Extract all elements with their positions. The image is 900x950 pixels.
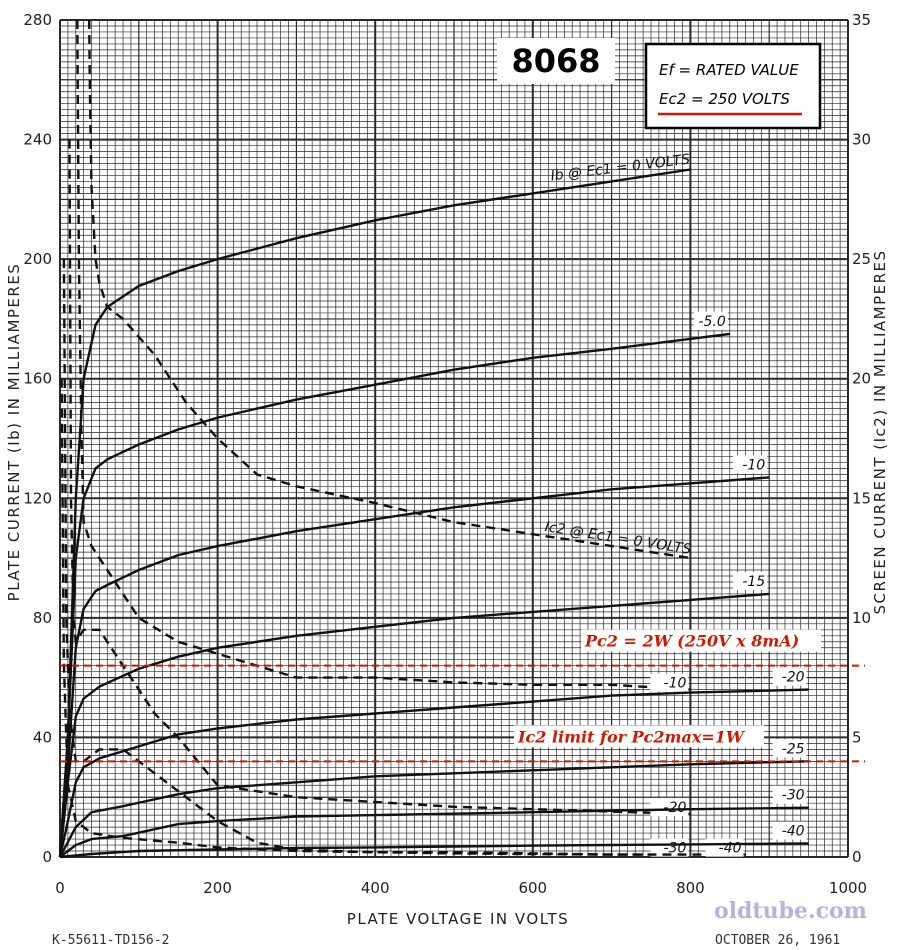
plate-series-label: -15 [742, 574, 765, 590]
screen-series-label: -20 [664, 800, 687, 816]
x-tick-label: 800 [676, 879, 705, 897]
label-backdrop [733, 455, 768, 474]
y-tick-label: 80 [33, 609, 52, 627]
grid [59, 19, 849, 858]
annotations: Pc2 = 2W (250V x 8mA) Ic2 limit for Pc2ma… [60, 629, 865, 763]
y2-tick-label: 35 [852, 11, 871, 29]
y2-tick-label: 15 [852, 489, 871, 507]
label-backdrop [693, 311, 728, 330]
plate-series-line [59, 842, 809, 859]
plate-series-label: -10 [742, 457, 765, 473]
footer-date: OCTOBER 26, 1961 [715, 933, 840, 948]
y-tick-label: 280 [23, 11, 52, 29]
label-backdrop [772, 821, 807, 840]
y2-tick-label: 10 [852, 609, 871, 627]
label-backdrop [772, 785, 807, 804]
plate-series-label: -25 [782, 741, 805, 757]
y-tick-label: 160 [23, 370, 52, 388]
x-tick-label: 400 [361, 879, 390, 897]
y2-tick-label: 20 [852, 370, 871, 388]
footer-code: K-55611-TD156-2 [52, 933, 169, 948]
annotation-backdrop [514, 725, 764, 748]
screen-series-line [60, 378, 746, 856]
plate-series-line [58, 476, 770, 858]
annotation-text: Pc2 = 2W (250V x 8mA) [584, 632, 799, 651]
plate-series-line [58, 168, 691, 858]
label-backdrop [772, 667, 807, 686]
label-backdrop [733, 571, 768, 590]
x-tick-label: 0 [55, 879, 65, 897]
y2-tick-label: 0 [852, 848, 862, 866]
y2-tick-label: 30 [852, 131, 871, 149]
legend-screen-voltage: Ec2 = 250 VOLTS [659, 90, 790, 108]
screen-series-line [76, 19, 691, 691]
x-tick-label: 200 [203, 879, 232, 897]
watermark-text: oldtube.com [714, 898, 867, 924]
legend-filament: Ef = RATED VALUE [659, 61, 799, 79]
plate-series-label: -20 [782, 670, 805, 686]
y-tick-label: 240 [23, 131, 52, 149]
plate-series-label: -40 [782, 824, 805, 840]
y-axis-title: PLATE CURRENT (Ib) IN MILLIAMPERES [5, 263, 23, 602]
plate-series-line [59, 806, 809, 858]
plate-series-line [58, 592, 770, 858]
tube-title-box: 8068 [497, 38, 615, 84]
screen-series-line [62, 259, 691, 856]
axis-ticks: 0 200 400 600 800 1000 0 40 80 120 160 200 240 280 0 5 1… [23, 11, 871, 897]
x-tick-label: 600 [518, 879, 547, 897]
screen-series-line [88, 19, 691, 560]
label-backdrop [650, 797, 689, 816]
y-tick-label: 0 [42, 848, 52, 866]
y-tick-label: 40 [33, 728, 52, 746]
y2-tick-label: 25 [852, 250, 871, 268]
y2-axis-title: SCREEN CURRENT (Ic2) IN MILLIAMPERES [871, 249, 889, 614]
plate-series-label: -5.0 [698, 314, 725, 330]
label-backdrop [650, 838, 689, 857]
label-backdrop [772, 739, 807, 758]
annotation-backdrop [581, 629, 821, 652]
label-backdrop [650, 673, 689, 692]
plate-series-line [58, 688, 809, 858]
plate-series-line [58, 332, 730, 858]
x-axis-title: PLATE VOLTAGE IN VOLTS [347, 910, 569, 928]
annotation-text: Ic2 limit for Pc2max=1W [517, 727, 746, 746]
tube-title: 8068 [511, 42, 600, 80]
screen-series-label: -10 [664, 676, 687, 692]
x-tick-label: 1000 [829, 879, 867, 897]
plate-series-line [58, 760, 809, 858]
y-tick-label: 200 [23, 250, 52, 268]
conditions-legend: Ef = RATED VALUE Ec2 = 250 VOLTS [644, 42, 822, 130]
y-tick-label: 120 [23, 489, 52, 507]
y2-tick-label: 5 [852, 728, 862, 746]
plate-series-label: -30 [782, 788, 805, 804]
screen-series-line [68, 139, 691, 816]
